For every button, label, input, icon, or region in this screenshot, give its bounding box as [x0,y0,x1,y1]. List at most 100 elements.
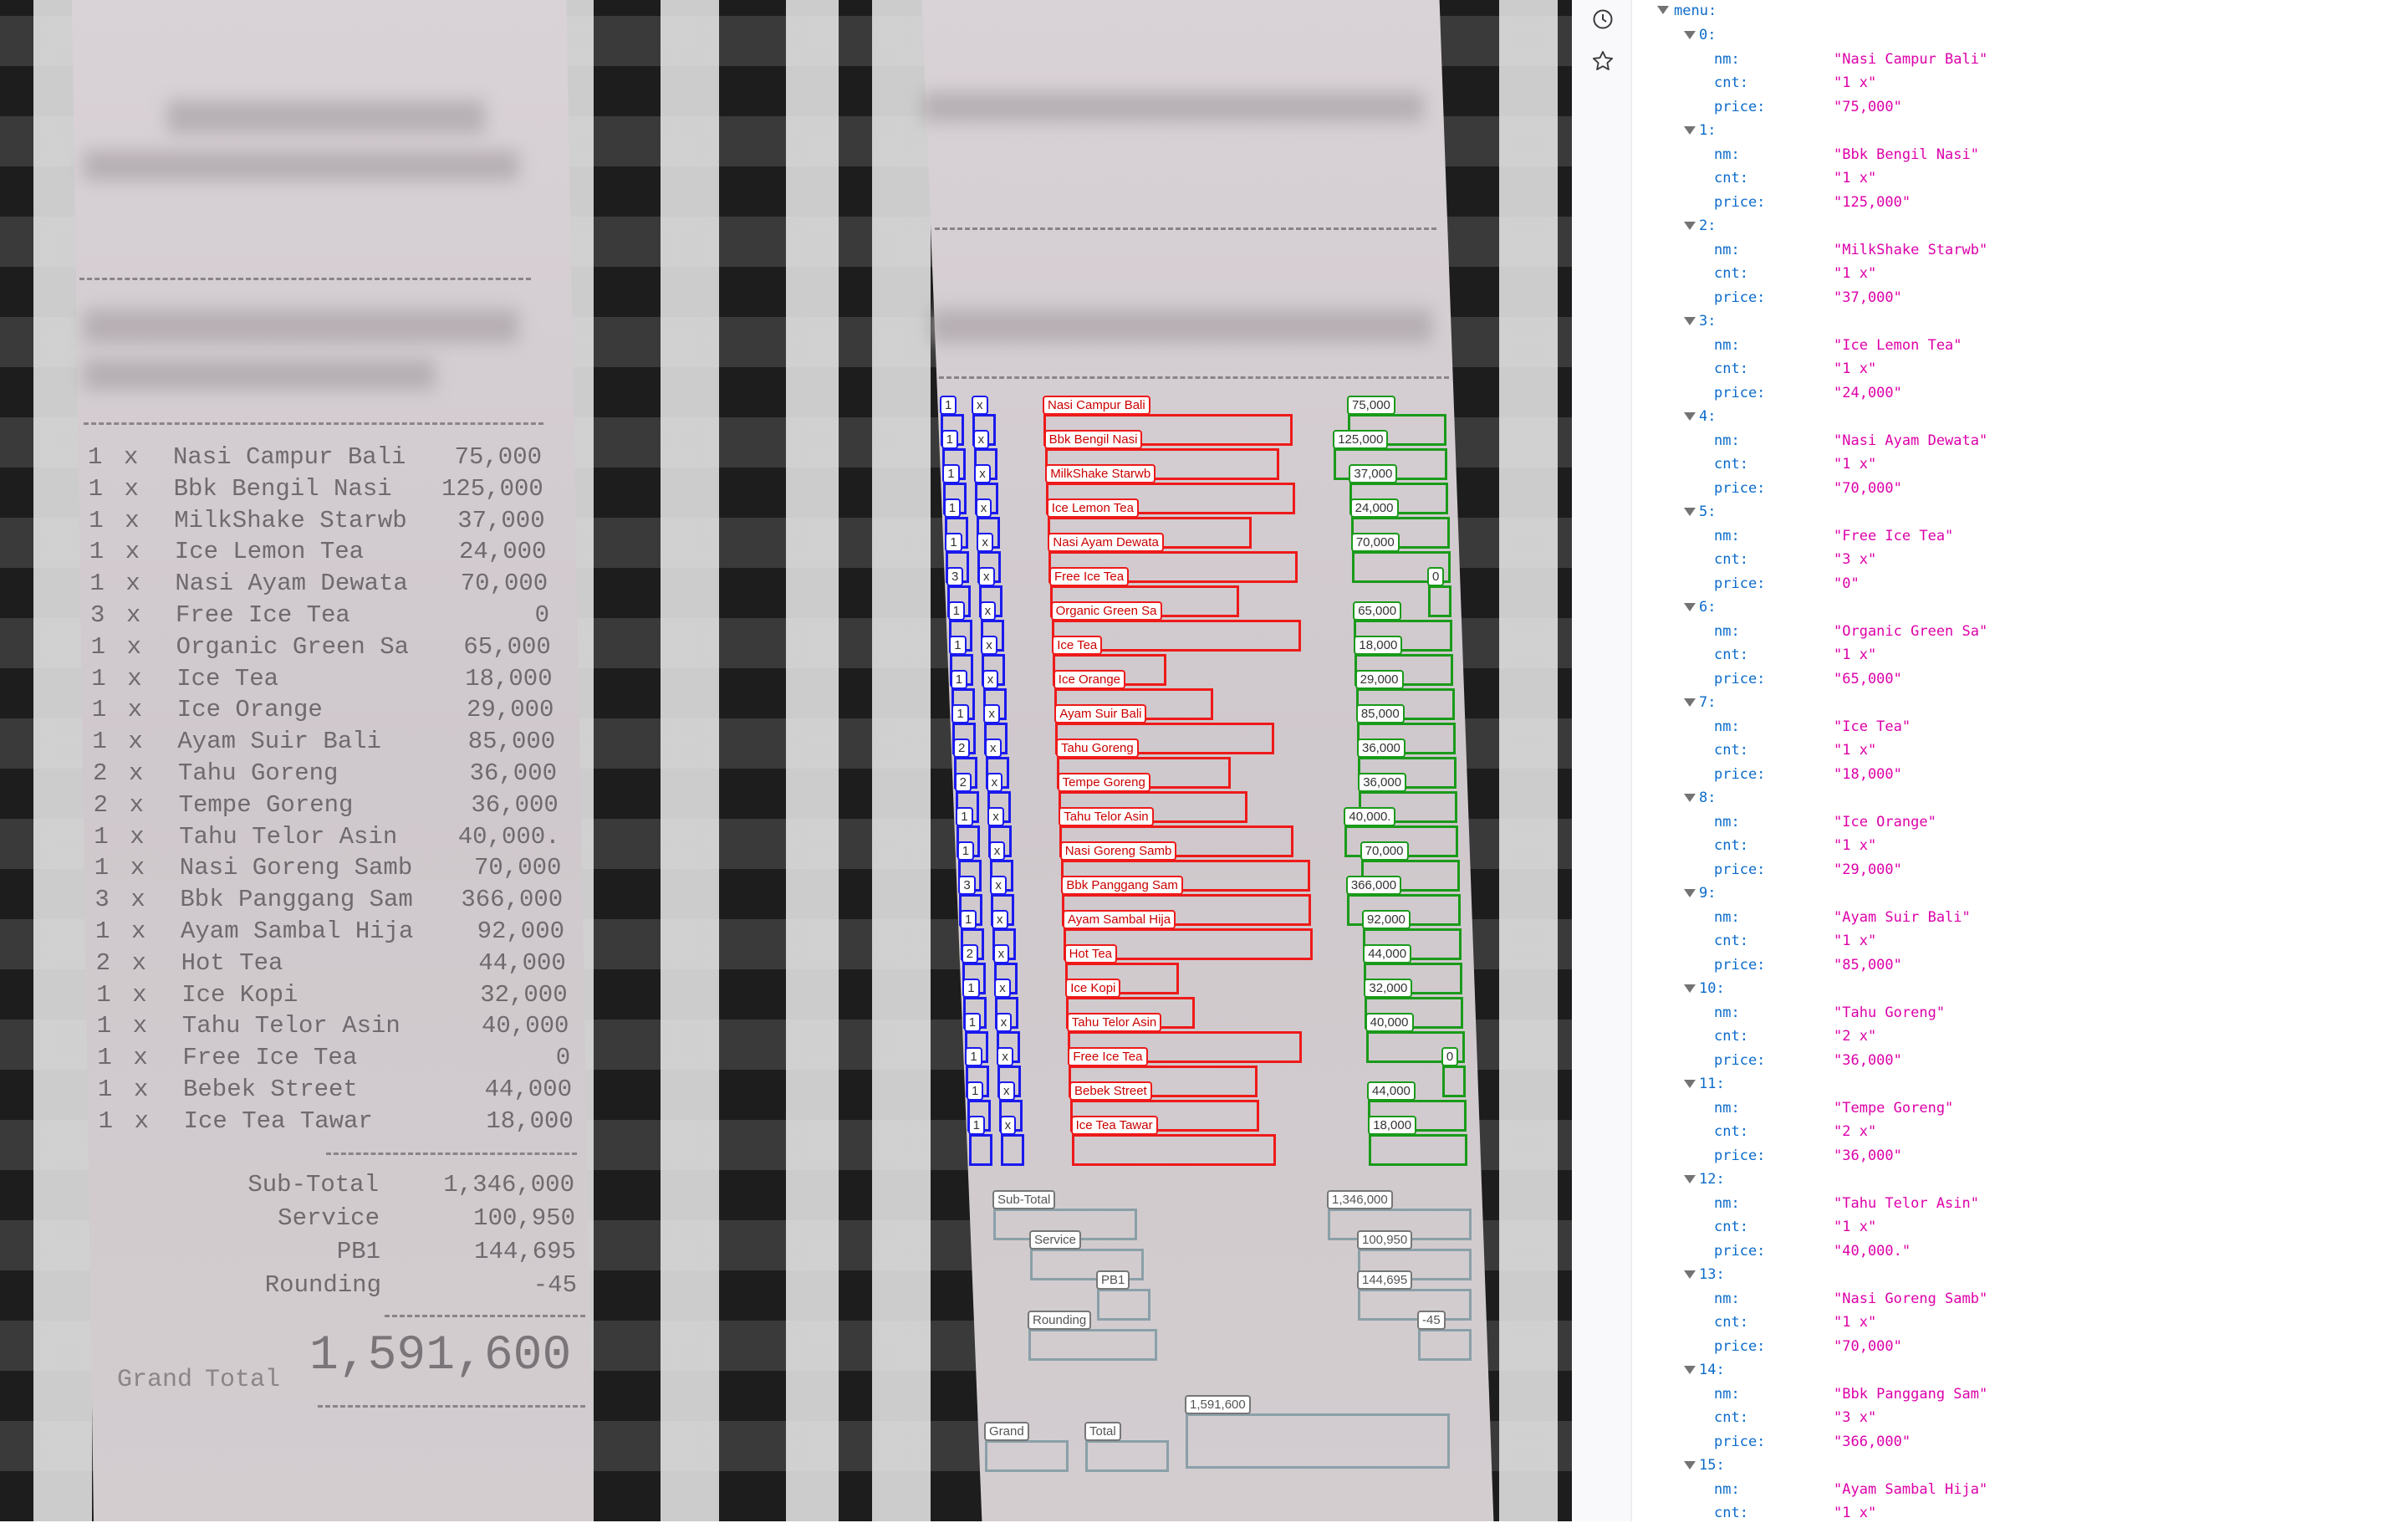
menu-name-box: Ayam Suir Bali [1054,704,1275,754]
item-count: 1 [89,506,104,534]
menu-name-box: Ice Lemon Tea [1046,498,1252,549]
token-label: x [999,1116,1017,1135]
collapse-toggle-icon[interactable] [1684,222,1696,230]
collapse-toggle-icon[interactable] [1684,1461,1696,1469]
tree-key-nm: nm: [1714,146,1740,163]
item-count: 2 [93,759,108,787]
receipt-photo-annotated: 1 x Nasi Campur Bali 75,000 1 x Bbk Bengil Nas… [839,0,1572,1521]
item-x: x [129,759,144,787]
token-label: Tahu Telor Asin [1059,807,1154,826]
total-value: 100,950 [473,1204,575,1232]
collapse-toggle-icon[interactable] [1657,6,1669,14]
collapse-toggle-icon[interactable] [1684,1080,1696,1088]
tree-key-price: price: [1714,1337,1766,1355]
item-count: 1 [89,538,105,566]
tree-index[interactable]: 11: [1699,1076,1725,1092]
tree-key-nm: nm: [1714,527,1740,544]
tree-value-nm: "Ayam Suir Bali" [1834,908,1971,926]
token-label: 24,000 [1349,498,1399,518]
tree-index[interactable]: 13: [1699,1266,1725,1283]
token-label: x [972,430,990,449]
tree-value-cnt: "1 x" [1834,837,1877,854]
star-icon[interactable] [1590,49,1615,74]
token-label: 32,000 [1364,979,1413,998]
token-label: 1 [957,841,975,861]
token-label: x [974,464,991,483]
tree-root-key[interactable]: menu: [1674,3,1717,19]
tree-index[interactable]: 1: [1699,122,1717,139]
total-value: 1,346,000 [443,1171,574,1198]
tree-index[interactable]: 12: [1699,1171,1725,1188]
tree-value-cnt: "1 x" [1834,170,1877,187]
tree-key-price: price: [1714,670,1766,687]
tree-value-nm: "Nasi Ayam Dewata" [1834,432,1988,449]
item-name: Ice Kopi [181,980,298,1009]
tree-value-cnt: "1 x" [1834,265,1877,282]
collapse-toggle-icon[interactable] [1684,508,1696,516]
collapse-toggle-icon[interactable] [1684,126,1696,135]
tree-index[interactable]: 6: [1699,599,1717,616]
redacted-header [931,309,1432,343]
tree-value-cnt: "1 x" [1834,742,1877,759]
price-box: 70,000 [1360,841,1460,892]
divider [84,422,543,425]
item-price: 65,000 [463,632,551,661]
collapse-toggle-icon[interactable] [1684,984,1696,993]
token-label: 1 [956,807,973,826]
token-label: 1 [962,979,980,998]
clock-icon[interactable] [1590,7,1615,32]
tree-key-nm: nm: [1714,241,1740,258]
item-price: 70,000 [473,854,562,882]
token-label: x [995,1013,1013,1032]
item-price: 40,000. [457,822,560,851]
tree-index[interactable]: 14: [1699,1362,1725,1378]
tree-index[interactable]: 9: [1699,885,1717,902]
collapse-toggle-icon[interactable] [1684,1175,1696,1183]
collapse-toggle-icon[interactable] [1684,1270,1696,1279]
collapse-toggle-icon[interactable] [1684,603,1696,611]
tree-index[interactable]: 2: [1699,217,1717,234]
item-name: Nasi Ayam Dewata [175,570,408,598]
total-label: Rounding [264,1271,381,1299]
collapse-toggle-icon[interactable] [1684,1366,1696,1374]
price-box: 18,000 [1354,636,1454,686]
tree-index[interactable]: 5: [1699,503,1717,520]
item-count: 1 [92,728,107,756]
tree-index[interactable]: 15: [1699,1457,1725,1474]
collapse-toggle-icon[interactable] [1684,317,1696,325]
tree-index[interactable]: 7: [1699,694,1717,711]
grand-label-box: Total [1084,1422,1169,1472]
tree-key-price: price: [1714,765,1766,783]
tree-key-nm: nm: [1714,432,1740,449]
item-x: x [126,601,141,629]
collapse-toggle-icon[interactable] [1684,698,1696,707]
item-name: Tahu Telor Asin [179,822,398,851]
token-label: Service [1029,1230,1082,1250]
tree-index[interactable]: 8: [1699,790,1717,806]
tree-value-cnt: "1 x" [1834,1219,1877,1235]
item-name: Organic Green Sa [176,632,410,661]
tree-key-price: price: [1714,1433,1766,1450]
token-label: Ice Orange [1053,670,1126,689]
item-x: x [130,886,145,914]
tree-index[interactable]: 3: [1699,313,1717,330]
token-label: Tempe Goreng [1057,773,1150,792]
total-label: PB1 [336,1238,380,1265]
item-price: 44,000 [478,948,566,977]
tree-index[interactable]: 10: [1699,980,1725,997]
total-value-box: 1,346,000 [1327,1190,1472,1240]
token-label: Nasi Goreng Samb [1059,841,1177,861]
item-count: 1 [96,1012,112,1040]
collapse-toggle-icon[interactable] [1684,31,1696,39]
collapse-toggle-icon[interactable] [1684,794,1696,802]
tree-key-price: price: [1714,575,1766,592]
tree-key-cnt: cnt: [1714,170,1748,187]
token-label: x [979,601,997,621]
collapse-toggle-icon[interactable] [1684,412,1696,421]
collapse-toggle-icon[interactable] [1684,889,1696,897]
item-count: 1 [91,696,107,724]
tree-index[interactable]: 0: [1699,27,1717,43]
item-count: 2 [95,948,110,977]
token-label: 3 [958,876,976,895]
tree-index[interactable]: 4: [1699,408,1717,425]
